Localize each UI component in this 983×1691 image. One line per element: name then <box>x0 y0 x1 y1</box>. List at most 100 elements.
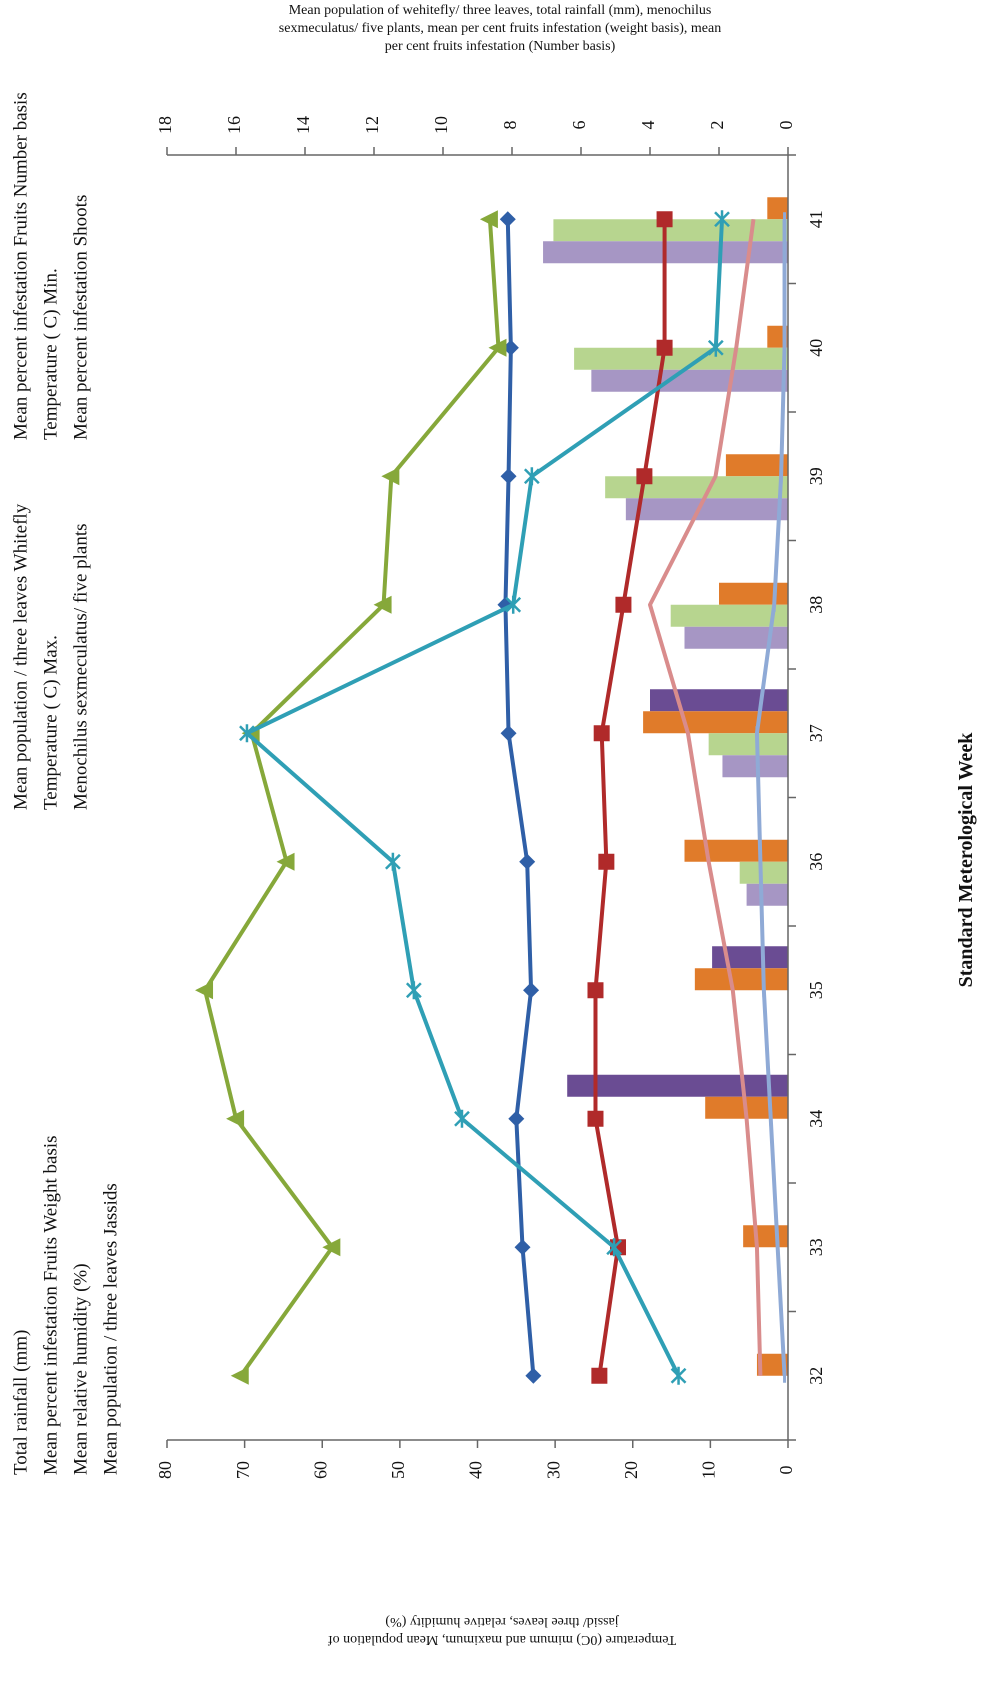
week-label-33: 33 <box>806 1238 826 1256</box>
bar-mean-percent-infestation-fruits-weight-basis-week-41 <box>553 219 788 242</box>
marker-mean-relative-humidity-week-33 <box>322 1238 341 1257</box>
marker-mean-relative-humidity-week-35 <box>195 981 214 1000</box>
legend-item-temperature-c-max: Temperature ( C) Max. <box>40 635 61 810</box>
week-label-38: 38 <box>806 596 826 614</box>
marker-mean-population-three-leaves-jassids-week-37 <box>239 724 255 743</box>
left-axis-label-10: 10 <box>699 1461 719 1479</box>
marker-temperature-c-max-week-35 <box>523 982 540 999</box>
marker-mean-relative-humidity-week-34 <box>226 1109 245 1128</box>
marker-temperature-c-min-week-34 <box>587 1110 604 1127</box>
line-temperature-c-min <box>587 211 673 1384</box>
axis-title-line: sexmeculatus/ five plants, mean per cent… <box>279 21 721 36</box>
line-mean-relative-humidity <box>195 210 507 1385</box>
line-path-menochilus-sexmeculatus-five-plants <box>648 218 763 1376</box>
week-label-35: 35 <box>806 981 826 999</box>
x-axis-title: Standard Meterological Week <box>955 732 977 988</box>
marker-temperature-c-min-week-39 <box>636 468 653 485</box>
bar-mean-population-three-leaves-whitefly-week-33 <box>743 1225 788 1248</box>
right-axis-label-4: 4 <box>638 121 658 130</box>
line-mean-population-three-leaves-jassids <box>239 210 730 1385</box>
week-label-36: 36 <box>806 853 826 871</box>
line-path-mean-relative-humidity <box>203 219 501 1377</box>
right-axis-label-0: 0 <box>776 121 796 130</box>
right-axis-label-14: 14 <box>293 116 313 134</box>
bar-mean-percent-infestation-fruits-weight-basis-week-36 <box>739 861 788 884</box>
bar-mean-population-three-leaves-whitefly-week-37 <box>643 711 788 734</box>
marker-mean-population-three-leaves-jassids-week-41 <box>714 210 730 229</box>
marker-temperature-c-min-week-32 <box>591 1367 608 1384</box>
bar-mean-percent-infestation-fruits-number-basis-week-36 <box>746 883 788 906</box>
left-axis-label-20: 20 <box>621 1461 641 1479</box>
bar-mean-percent-infestation-fruits-number-basis-week-39 <box>625 498 788 521</box>
legend-item-mean-population-three-leaves-whitefly: Mean population / three leaves Whitefly <box>10 503 31 810</box>
legend-item-mean-percent-infestation-fruits-number-basis: Mean percent infestation Fruits Number b… <box>10 92 31 440</box>
left-axis-label-0: 0 <box>776 1466 796 1475</box>
marker-temperature-c-max-week-37 <box>500 725 517 742</box>
marker-temperature-c-min-week-36 <box>598 853 615 870</box>
legend: Total rainfall (mm) Mean percent infestat… <box>10 92 121 1475</box>
week-label-34: 34 <box>806 1110 826 1128</box>
left-axis-label-60: 60 <box>310 1461 330 1479</box>
marker-temperature-c-min-week-38 <box>615 596 632 613</box>
left-axis-label-50: 50 <box>388 1461 408 1479</box>
marker-mean-relative-humidity-week-36 <box>276 852 295 871</box>
axis-title-line: per cent fruits infestation (Number basi… <box>385 39 616 54</box>
left-axis-label-30: 30 <box>543 1461 563 1479</box>
line-mean-percent-infestation-shoots <box>754 212 787 1383</box>
axis-title-line: jassid/ three leaves, relative humidity … <box>385 1614 620 1629</box>
legend-item-menochilus-sexmeculatus-five-plants: Menochilus sexmeculatus/ five plants <box>70 523 91 810</box>
bar-mean-percent-infestation-fruits-weight-basis-week-39 <box>605 476 788 499</box>
marker-temperature-c-max-week-39 <box>500 468 517 485</box>
marker-temperature-c-max-week-34 <box>508 1110 525 1127</box>
marker-mean-population-three-leaves-jassids-week-36 <box>385 852 401 871</box>
line-path-mean-percent-infestation-shoots <box>754 219 787 1376</box>
bar-total-rainfall-mm-week-37 <box>650 689 788 712</box>
legend-item-mean-percent-infestation-shoots: Mean percent infestation Shoots <box>70 195 91 440</box>
bar-mean-population-three-leaves-whitefly-week-36 <box>684 839 788 862</box>
marker-temperature-c-max-week-32 <box>525 1367 542 1384</box>
bar-total-rainfall-mm-week-35 <box>712 946 788 969</box>
week-label-37: 37 <box>806 724 826 742</box>
marker-mean-relative-humidity-week-41 <box>479 210 498 229</box>
bar-mean-percent-infestation-fruits-weight-basis-week-40 <box>574 347 788 370</box>
bar-mean-percent-infestation-fruits-number-basis-week-38 <box>684 626 788 649</box>
right-axis-title: Mean population of wehitefly/ three leav… <box>279 3 721 54</box>
right-axis-label-6: 6 <box>569 121 589 130</box>
week-label-41: 41 <box>806 210 826 228</box>
marker-temperature-c-max-week-36 <box>519 853 536 870</box>
right-axis-label-18: 18 <box>155 116 175 134</box>
marker-temperature-c-max-week-41 <box>499 211 516 228</box>
line-menochilus-sexmeculatus-five-plants <box>648 218 763 1376</box>
bar-mean-population-three-leaves-whitefly-week-41 <box>767 197 788 220</box>
axes: 3233343536373839404101020304050607080024… <box>155 116 826 1479</box>
bar-mean-percent-infestation-fruits-weight-basis-week-37 <box>708 733 788 756</box>
marker-mean-relative-humidity-week-32 <box>230 1366 249 1385</box>
marker-mean-population-three-leaves-jassids-week-40 <box>707 338 724 357</box>
legend-item-mean-population-three-leaves-jassids: Mean population / three leaves Jassids <box>100 1183 121 1475</box>
marker-temperature-c-max-week-40 <box>502 339 519 356</box>
marker-mean-population-three-leaves-jassids-week-35 <box>405 981 422 1000</box>
marker-temperature-c-min-week-41 <box>656 211 673 228</box>
marker-mean-relative-humidity-week-39 <box>381 467 400 486</box>
left-axis-title: Temperature (0C) mimum and maximum, Mean… <box>328 1614 676 1647</box>
right-axis-label-16: 16 <box>224 116 244 134</box>
left-axis-label-80: 80 <box>155 1461 175 1479</box>
left-axis-label-70: 70 <box>233 1461 253 1479</box>
legend-item-mean-relative-humidity: Mean relative humidity (%) <box>70 1263 91 1475</box>
axis-title-line: Mean population of wehitefly/ three leav… <box>289 3 712 18</box>
line-temperature-c-max <box>497 211 542 1384</box>
bar-mean-population-three-leaves-whitefly-week-35 <box>694 968 788 991</box>
legend-item-mean-percent-infestation-fruits-weight-basis: Mean percent infestation Fruits Weight b… <box>40 1135 61 1475</box>
line-path-temperature-c-min <box>593 219 667 1377</box>
marker-temperature-c-min-week-35 <box>587 982 604 999</box>
marker-temperature-c-max-week-33 <box>514 1239 531 1256</box>
right-axis-label-2: 2 <box>707 121 727 130</box>
left-axis-label-40: 40 <box>466 1461 486 1479</box>
marker-mean-relative-humidity-week-40 <box>488 338 507 357</box>
legend-item-temperature-c-min: Temperature ( C) Min. <box>40 268 61 440</box>
bars-mean-percent-infestation-fruits-weight-basis <box>553 219 788 884</box>
right-axis-label-8: 8 <box>500 121 520 130</box>
bar-mean-percent-infestation-fruits-weight-basis-week-38 <box>670 604 788 627</box>
